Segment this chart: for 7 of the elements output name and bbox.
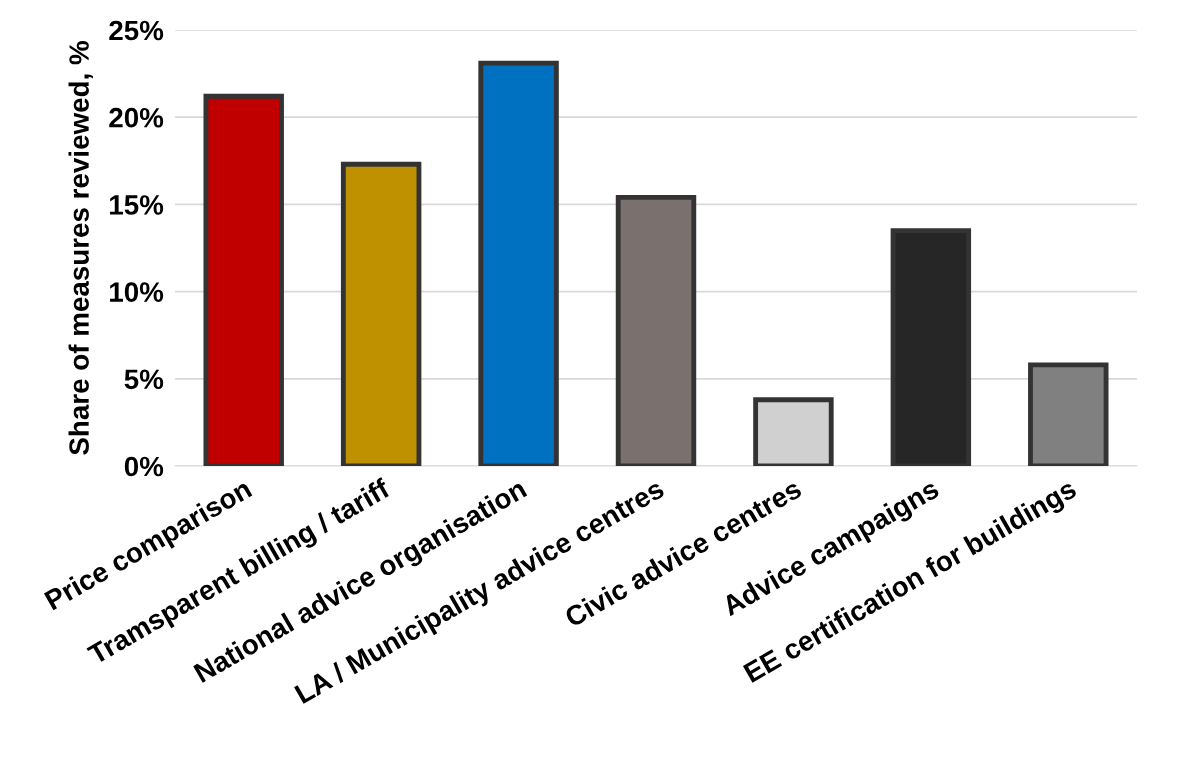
y-tick-label: 20% — [109, 107, 164, 128]
y-tick-label: 10% — [110, 282, 164, 302]
y-tick-label: 0% — [124, 456, 164, 477]
y-tick-label: 5% — [124, 369, 164, 390]
y-tick-label: 15% — [110, 195, 164, 215]
y-tick-label: 25% — [109, 20, 164, 41]
y-axis-title: Share of measures reviewed, % — [68, 41, 93, 455]
